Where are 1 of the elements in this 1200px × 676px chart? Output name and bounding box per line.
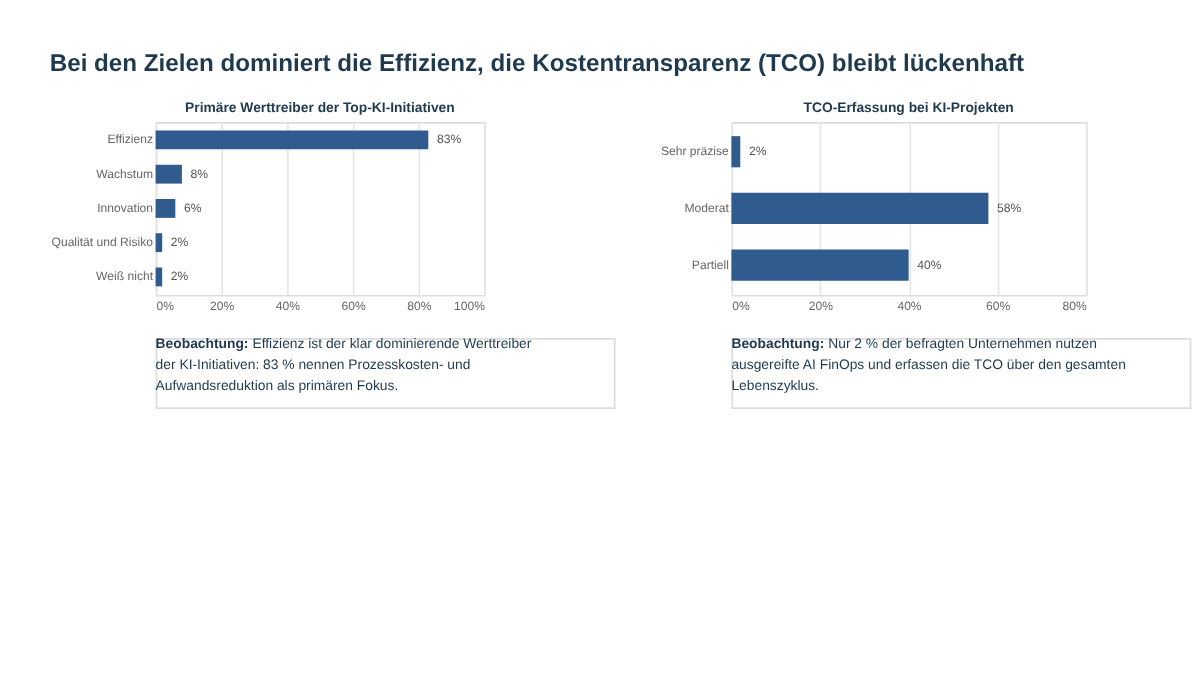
text: Bei den Zielen dominiert die Effizienz, die Kostentransparenz (TCO) bleibt lückenhaft [49, 48, 1025, 77]
